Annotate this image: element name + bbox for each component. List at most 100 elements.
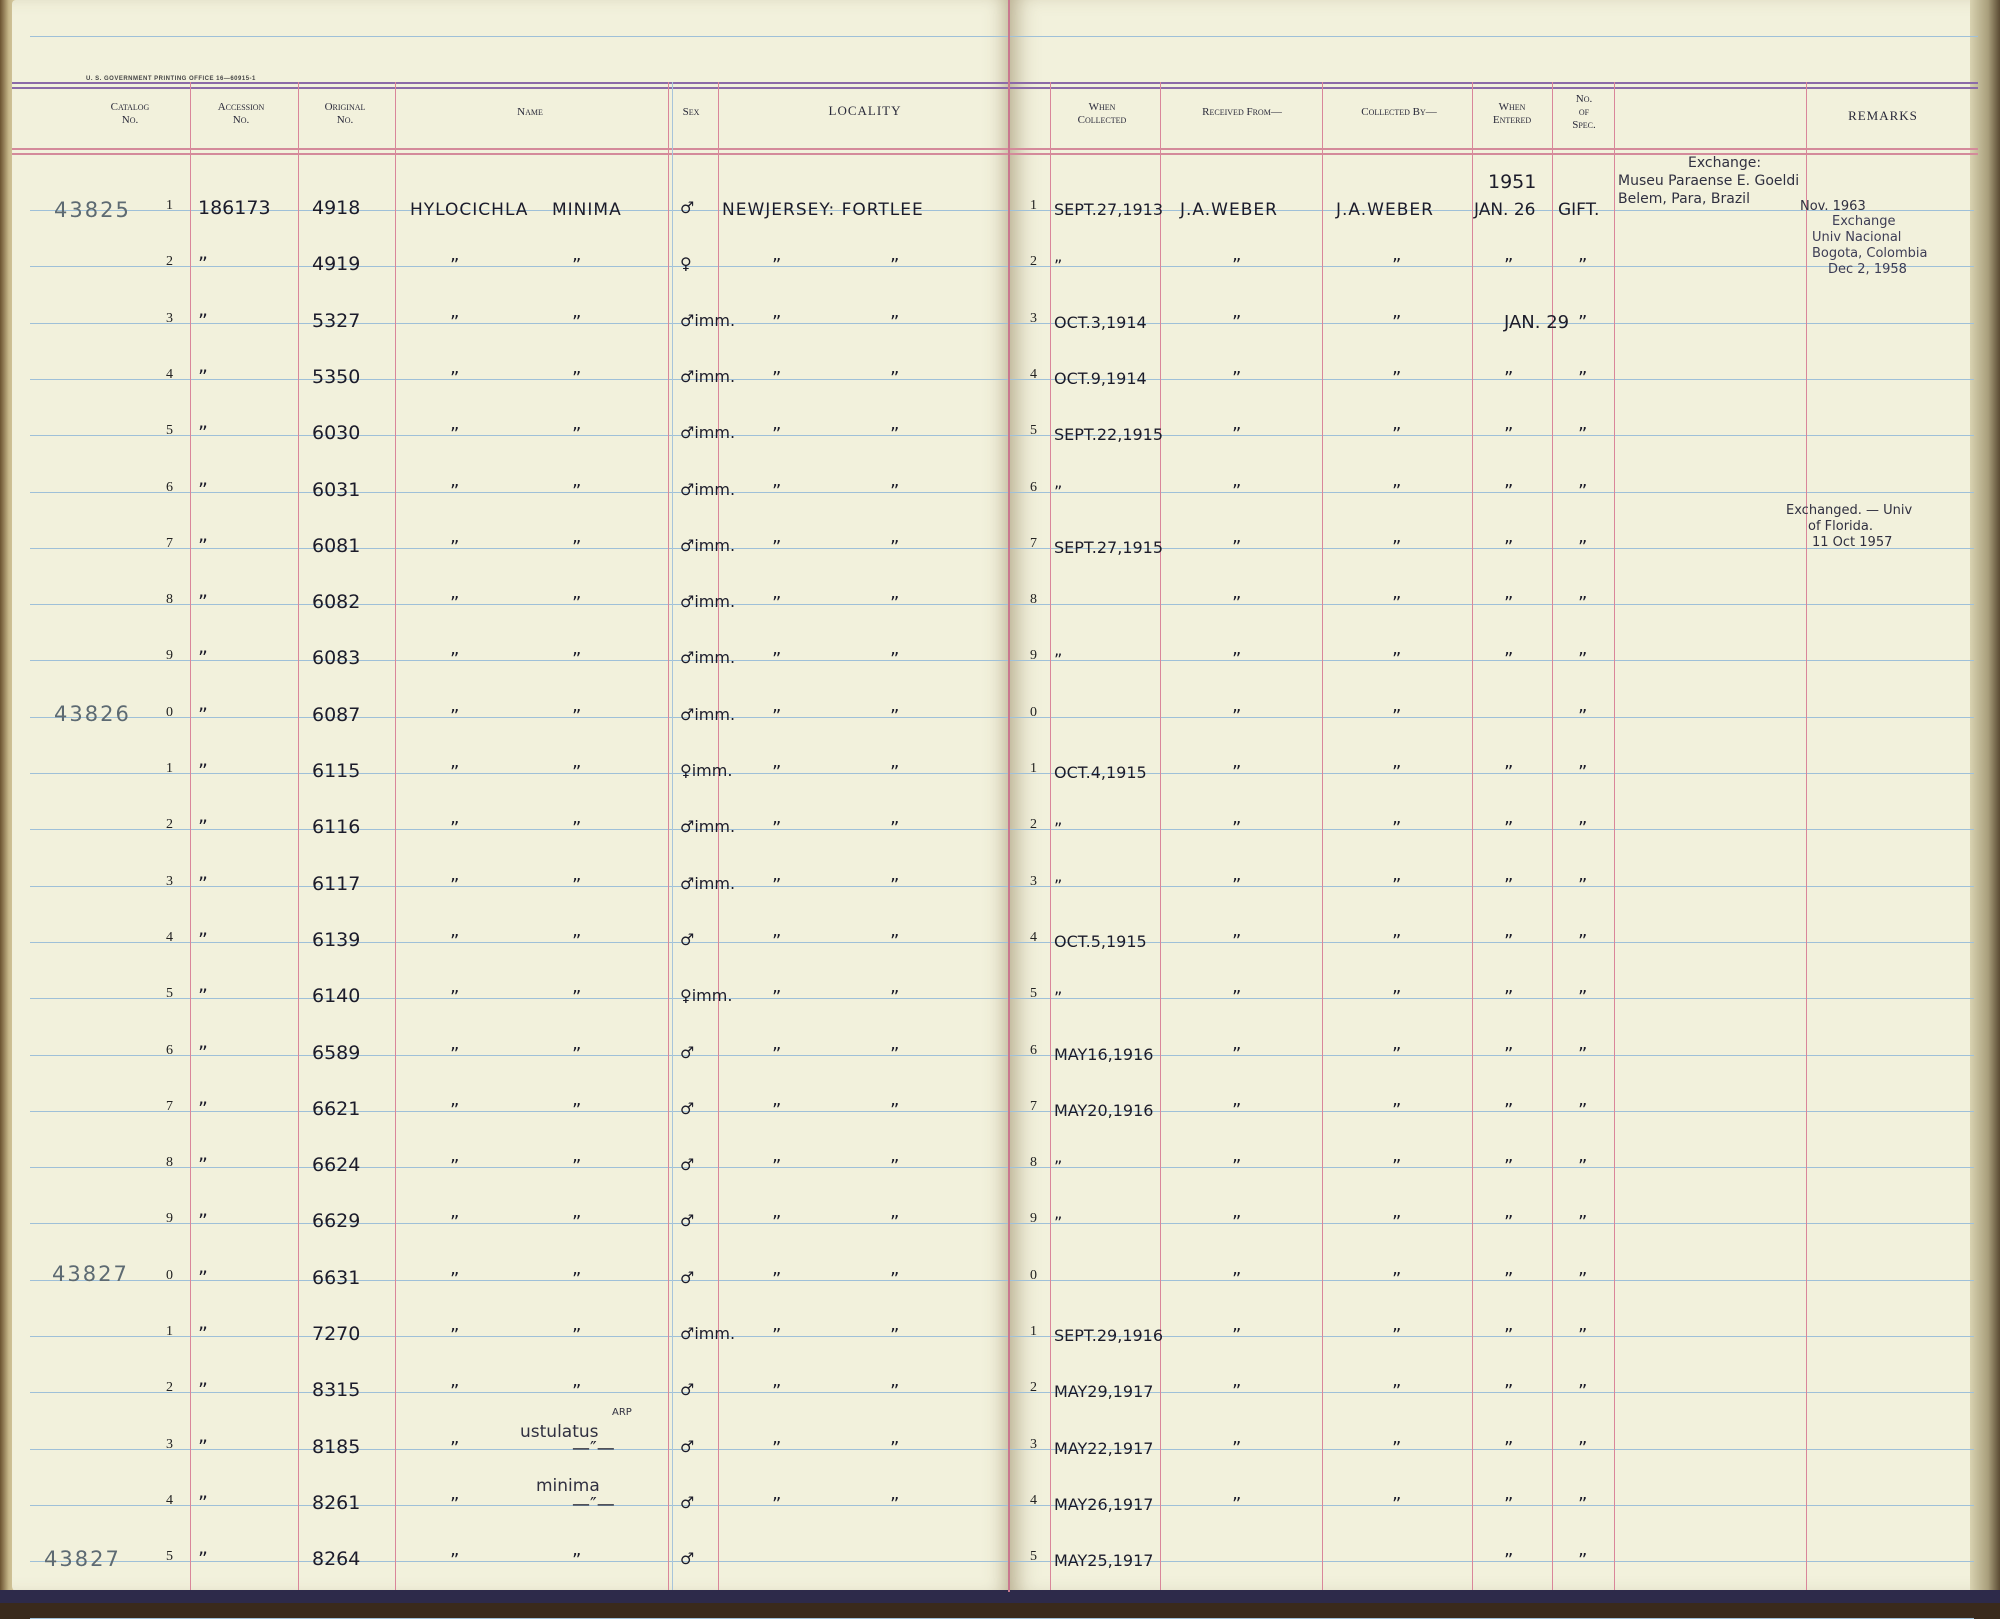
when-collected: MAY26,1917: [1054, 1495, 1154, 1514]
locality-state: ”: [772, 649, 782, 670]
row-rule: [30, 1505, 1974, 1506]
received-from: ”: [1232, 1381, 1242, 1402]
row-number-right: 6: [1030, 480, 1037, 495]
catalog-number: 43827: [52, 1262, 129, 1286]
no-of-spec: ”: [1578, 987, 1588, 1008]
locality-place: ”: [890, 1212, 900, 1233]
column-rule: [1552, 82, 1553, 1590]
row-number-left: 5: [166, 423, 173, 438]
original-no: 6631: [312, 1267, 361, 1289]
when-collected: MAY16,1916: [1054, 1045, 1154, 1064]
name-genus: ”: [450, 931, 460, 952]
row-rule: [30, 435, 1974, 436]
original-no: 6117: [312, 873, 361, 895]
column-rule: [672, 82, 673, 1590]
row-number-left: 9: [166, 648, 173, 663]
name-genus: ”: [450, 368, 460, 389]
original-no: 6621: [312, 1098, 361, 1120]
sex: ♂imm.: [680, 874, 736, 893]
row-number-right: 2: [1030, 817, 1037, 832]
header-received-from: Received From—: [1202, 106, 1282, 118]
row-number-right: 4: [1030, 1493, 1037, 1508]
left-page: [12, 0, 1010, 1592]
when-entered: JAN. 29: [1504, 312, 1570, 333]
header-no-of-spec: No. of Spec.: [1572, 93, 1596, 131]
original-no: 6624: [312, 1154, 361, 1176]
header-bottom-rule: [12, 153, 1978, 155]
accession-no: ”: [198, 1379, 208, 1401]
name-genus: ”: [450, 255, 460, 276]
locality-state: ”: [772, 537, 782, 558]
locality-state: ”: [772, 1269, 782, 1290]
locality-state: ”: [772, 1156, 782, 1177]
remark-exchange-goeldi: Exchange: Museu Paraense E. Goeldi Belem…: [1618, 155, 1800, 207]
original-no: 4919: [312, 253, 361, 275]
accession-no: ”: [198, 253, 208, 275]
sex: ♂: [680, 1437, 695, 1456]
received-from: ”: [1232, 706, 1242, 727]
name-genus: ”: [450, 312, 460, 333]
row-number-left: 9: [166, 1211, 173, 1226]
name-species: ”: [572, 818, 582, 839]
locality-state: ”: [772, 1100, 782, 1121]
no-of-spec: ”: [1578, 931, 1588, 952]
locality-state: ”: [772, 875, 782, 896]
accession-no: ”: [198, 1436, 208, 1458]
original-no: 5327: [312, 310, 361, 332]
name-species: —″—: [572, 1494, 615, 1515]
when-collected: MAY25,1917: [1054, 1551, 1154, 1570]
accession-no: ”: [198, 422, 208, 444]
sex: ♂: [680, 1549, 695, 1568]
row-number-right: 2: [1030, 254, 1037, 269]
name-species: ”: [572, 1100, 582, 1121]
collected-by: ”: [1392, 706, 1402, 727]
when-collected: OCT.4,1915: [1054, 763, 1147, 782]
row-number-left: 2: [166, 1380, 173, 1395]
no-of-spec: ”: [1578, 762, 1588, 783]
no-of-spec: ”: [1578, 649, 1588, 670]
accession-no: ”: [198, 760, 208, 782]
received-from: ”: [1232, 1044, 1242, 1065]
catalog-number: 43826: [54, 702, 131, 726]
collected-by: ”: [1392, 1156, 1402, 1177]
row-number-right: 1: [1030, 761, 1037, 776]
accession-no: ”: [198, 1210, 208, 1232]
original-no: 8185: [312, 1436, 361, 1458]
name-species: ”: [572, 1269, 582, 1290]
name-species: ”: [572, 1325, 582, 1346]
row-rule: [30, 1336, 1974, 1337]
no-of-spec: ”: [1578, 875, 1588, 896]
header-collected-by: Collected By—: [1361, 106, 1437, 118]
row-number-left: 4: [166, 367, 173, 382]
accession-no: ”: [198, 704, 208, 726]
when-collected: OCT.5,1915: [1054, 932, 1147, 951]
locality-place: ”: [890, 987, 900, 1008]
collected-by: ”: [1392, 1044, 1402, 1065]
locality-place: ”: [890, 424, 900, 445]
when-entered: JAN. 26: [1474, 200, 1536, 220]
row-rule: [30, 717, 1974, 718]
name-species: ”: [572, 1156, 582, 1177]
header-top-rule: [12, 87, 1978, 89]
when-entered: ”: [1504, 481, 1514, 502]
name-species: ”: [572, 255, 582, 276]
name-genus: ”: [450, 537, 460, 558]
row-number-left: 2: [166, 254, 173, 269]
received-from: ”: [1232, 1156, 1242, 1177]
locality-state: NEWJERSEY: FORTLEE: [722, 200, 924, 220]
column-rule: [1806, 82, 1807, 1590]
original-no: 8315: [312, 1379, 361, 1401]
received-from: ”: [1232, 368, 1242, 389]
header-original-no: Original No.: [324, 101, 366, 126]
entered-year: 1951: [1488, 171, 1537, 193]
received-from: ”: [1232, 1100, 1242, 1121]
when-entered: ”: [1504, 593, 1514, 614]
column-rule: [1322, 82, 1323, 1590]
collected-by: ”: [1392, 649, 1402, 670]
collected-by: ”: [1392, 368, 1402, 389]
name-species: —″—: [572, 1438, 615, 1459]
collected-by: ”: [1392, 537, 1402, 558]
original-no: 6087: [312, 704, 361, 726]
when-entered: ”: [1504, 1156, 1514, 1177]
locality-state: ”: [772, 1212, 782, 1233]
